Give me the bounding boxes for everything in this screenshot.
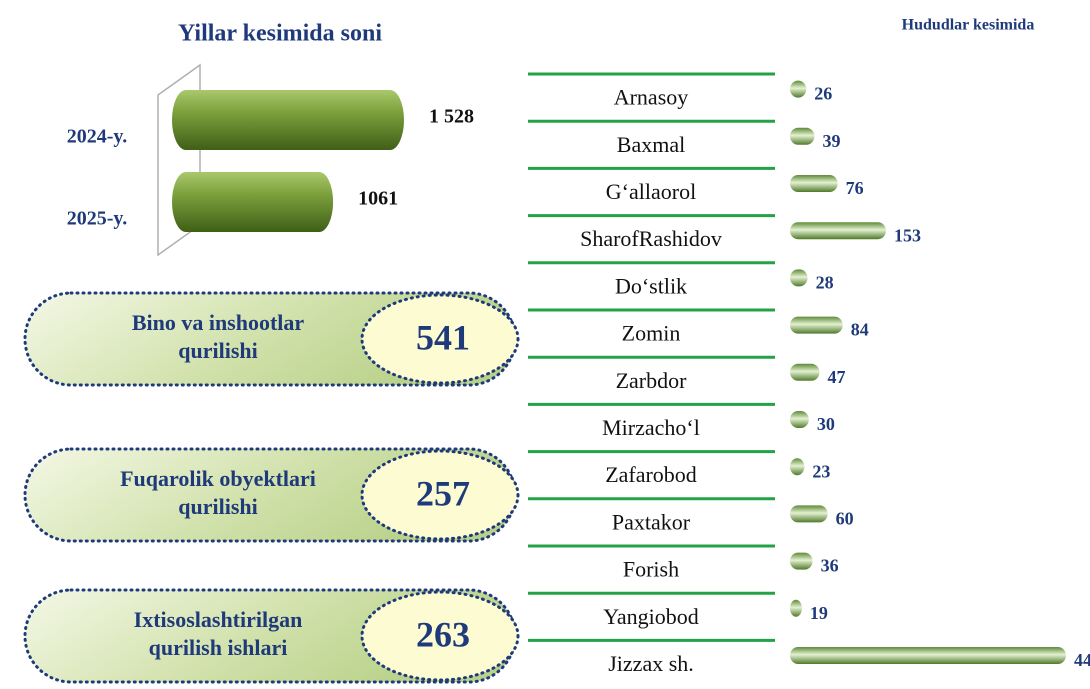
category-label: Arnasoy: [614, 85, 689, 110]
callout-label: qurilishi: [178, 494, 257, 519]
value-label: 153: [894, 225, 921, 245]
callout-label: Bino va inshootlar: [132, 310, 305, 335]
value-label: 60: [836, 509, 854, 529]
bar: [790, 647, 1066, 664]
value-label: 76: [846, 178, 864, 198]
bar: [172, 90, 404, 150]
value-label: 1 528: [429, 106, 474, 128]
value-label: 39: [822, 131, 840, 151]
y-tick-label: 2024-y.: [67, 126, 128, 148]
callout-label: qurilishi: [178, 338, 257, 363]
category-label: Zafarobod: [605, 462, 697, 487]
bar: [790, 127, 815, 145]
category-label: Yangiobod: [603, 604, 699, 629]
callout-circle: [360, 449, 520, 541]
bar: [790, 222, 886, 240]
value-label: 36: [821, 556, 839, 576]
value-label: 28: [816, 273, 834, 293]
category-label: Do‘stlik: [615, 273, 687, 298]
category-label: Mirzacho‘l: [602, 415, 700, 440]
chart-title: Yillar kesimida soni: [178, 21, 382, 47]
category-label: SharofRashidov: [580, 226, 722, 251]
category-label: Baxmal: [617, 132, 685, 157]
value-label: 84: [851, 320, 869, 340]
callout-value: 263: [416, 614, 470, 654]
chart-title: Hududlar kesimida: [902, 17, 1035, 34]
bar: [790, 363, 820, 381]
callout-value: 257: [416, 473, 470, 513]
category-label: Jizzax sh.: [608, 651, 694, 676]
category-label: G‘allaorol: [606, 179, 696, 204]
category-label: Forish: [623, 557, 679, 582]
bar: [790, 458, 805, 476]
value-label: 47: [827, 367, 845, 387]
bar: [172, 172, 334, 232]
callout-value: 541: [416, 317, 470, 357]
category-label: Paxtakor: [612, 509, 691, 534]
bar: [790, 269, 808, 287]
value-label: 23: [812, 461, 830, 481]
callout-label: Ixtisoslashtirilgan: [134, 607, 303, 632]
callout-circle: [360, 590, 520, 682]
callout-label: Fuqarolik obyektlari: [120, 466, 316, 491]
bar: [790, 80, 807, 98]
value-label: 19: [810, 603, 828, 623]
bar: [790, 552, 813, 570]
y-tick-label: 2025-y.: [67, 208, 128, 230]
value-label: 440: [1074, 650, 1090, 670]
value-label: 26: [814, 84, 832, 104]
category-label: Zomin: [622, 321, 681, 346]
value-label: 30: [817, 414, 835, 434]
bar: [790, 505, 828, 523]
bar: [790, 316, 843, 334]
category-label: Zarbdor: [616, 368, 688, 393]
callout-circle: [360, 293, 520, 385]
bar: [790, 175, 838, 192]
bar: [790, 599, 802, 617]
bar: [790, 411, 809, 428]
callout-label: qurilish ishlari: [149, 635, 288, 660]
value-label: 1061: [358, 188, 398, 210]
